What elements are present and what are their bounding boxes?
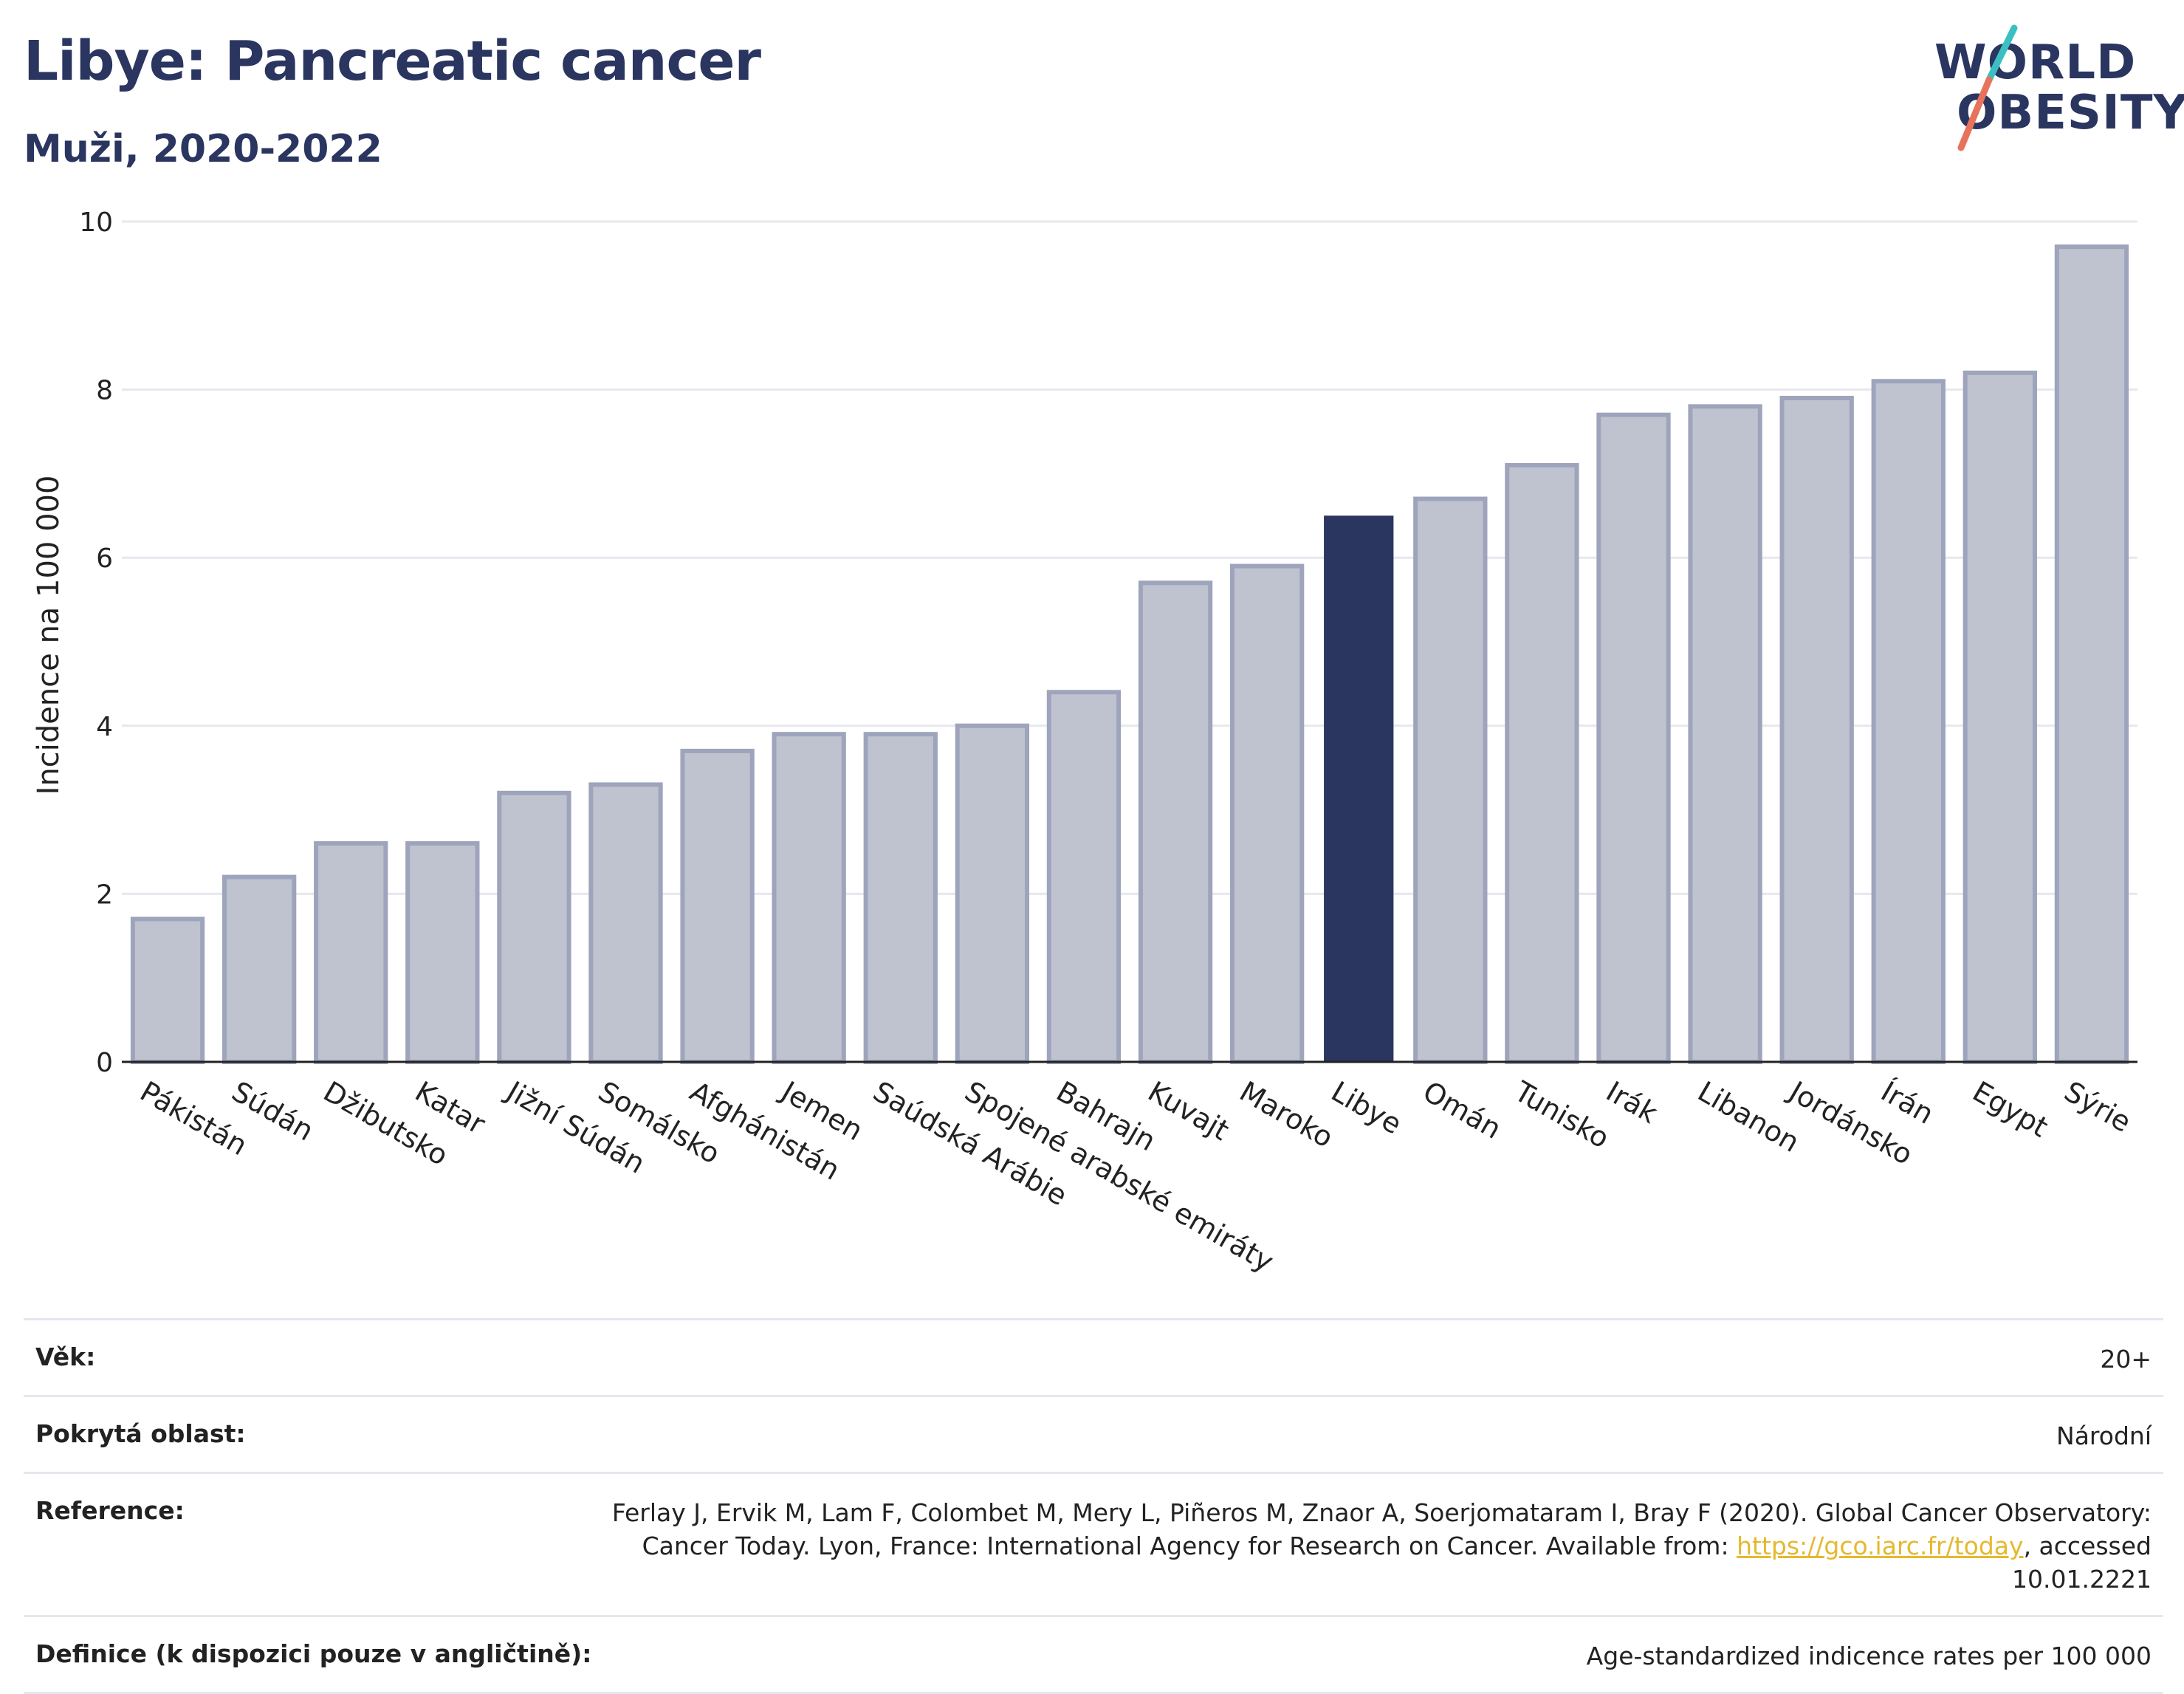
bar bbox=[1505, 463, 1579, 1064]
x-tick-label: Tunisko bbox=[1508, 1074, 1615, 1155]
bar bbox=[1229, 563, 1305, 1064]
x-tick-label: Omán bbox=[1418, 1075, 1507, 1145]
x-tick-label: Libanon bbox=[1692, 1075, 1804, 1159]
bar bbox=[863, 732, 938, 1064]
y-tick-label: 2 bbox=[96, 879, 113, 910]
x-tick-label: Irák bbox=[1601, 1075, 1663, 1130]
bar bbox=[130, 916, 205, 1064]
bar bbox=[1413, 496, 1488, 1065]
y-tick-label: 10 bbox=[79, 208, 113, 238]
bar bbox=[1779, 395, 1854, 1065]
bar bbox=[1871, 379, 1946, 1065]
bar bbox=[772, 732, 846, 1064]
bar bbox=[955, 723, 1030, 1064]
bar bbox=[588, 782, 663, 1065]
bar bbox=[314, 841, 388, 1064]
bar bbox=[1138, 580, 1213, 1064]
bar bbox=[2054, 244, 2129, 1064]
x-tick-label: Egypt bbox=[1967, 1075, 2053, 1144]
bar bbox=[1046, 690, 1122, 1065]
bar bbox=[405, 841, 480, 1064]
logo-line-2: OBESITY bbox=[1957, 86, 2184, 140]
bar bbox=[1688, 404, 1762, 1064]
bar bbox=[222, 874, 297, 1065]
page-subtitle: Muži, 2020-2022 bbox=[24, 127, 382, 171]
x-tick-label: Maroko bbox=[1234, 1075, 1339, 1154]
meta-row-coverage: Pokrytá oblast: Národní bbox=[24, 1395, 2163, 1472]
logo-slash-icon bbox=[1957, 24, 2018, 151]
bar bbox=[497, 790, 571, 1065]
y-tick-label: 4 bbox=[96, 712, 113, 742]
age-label: Věk: bbox=[35, 1342, 96, 1371]
y-tick-label: 0 bbox=[96, 1048, 113, 1078]
page-title: Libye: Pancreatic cancer bbox=[24, 30, 761, 93]
coverage-label: Pokrytá oblast: bbox=[35, 1419, 246, 1448]
reference-text: Ferlay J, Ervik M, Lam F, Colombet M, Me… bbox=[611, 1498, 2152, 1560]
reference-suffix: , accessed 10.01.2221 bbox=[2012, 1532, 2152, 1594]
x-tick-label: Libye bbox=[1326, 1075, 1407, 1141]
y-tick-label: 8 bbox=[96, 376, 113, 406]
definition-label: Definice (k dispozici pouze v angličtině… bbox=[35, 1639, 592, 1668]
x-tick-label: Írán bbox=[1875, 1075, 1939, 1131]
definition-value: Age-standardized indicence rates per 100… bbox=[1586, 1642, 2152, 1670]
reference-link[interactable]: https://gco.iarc.fr/today bbox=[1737, 1532, 2024, 1560]
logo-line-1: WORLD bbox=[1934, 35, 2137, 90]
coverage-value: Národní bbox=[2056, 1422, 2152, 1450]
world-obesity-logo: WORLD OBESITY bbox=[1927, 22, 2184, 155]
metadata-table: Věk: 20+ Pokrytá oblast: Národní Referen… bbox=[24, 1318, 2163, 1694]
meta-row-age: Věk: 20+ bbox=[24, 1318, 2163, 1395]
age-value: 20+ bbox=[2100, 1345, 2152, 1374]
y-tick-label: 6 bbox=[96, 543, 113, 574]
meta-row-reference: Reference: Ferlay J, Ervik M, Lam F, Col… bbox=[24, 1472, 2163, 1615]
bar bbox=[1596, 412, 1671, 1064]
bar bbox=[1324, 515, 1394, 1062]
reference-label: Reference: bbox=[35, 1496, 185, 1525]
bar bbox=[680, 748, 755, 1064]
bar bbox=[1962, 370, 2038, 1064]
x-tick-label: Sýrie bbox=[2058, 1075, 2136, 1139]
meta-row-definition: Definice (k dispozici pouze v angličtině… bbox=[24, 1615, 2163, 1694]
reference-value: Ferlay J, Ervik M, Lam F, Colombet M, Me… bbox=[601, 1496, 2152, 1596]
